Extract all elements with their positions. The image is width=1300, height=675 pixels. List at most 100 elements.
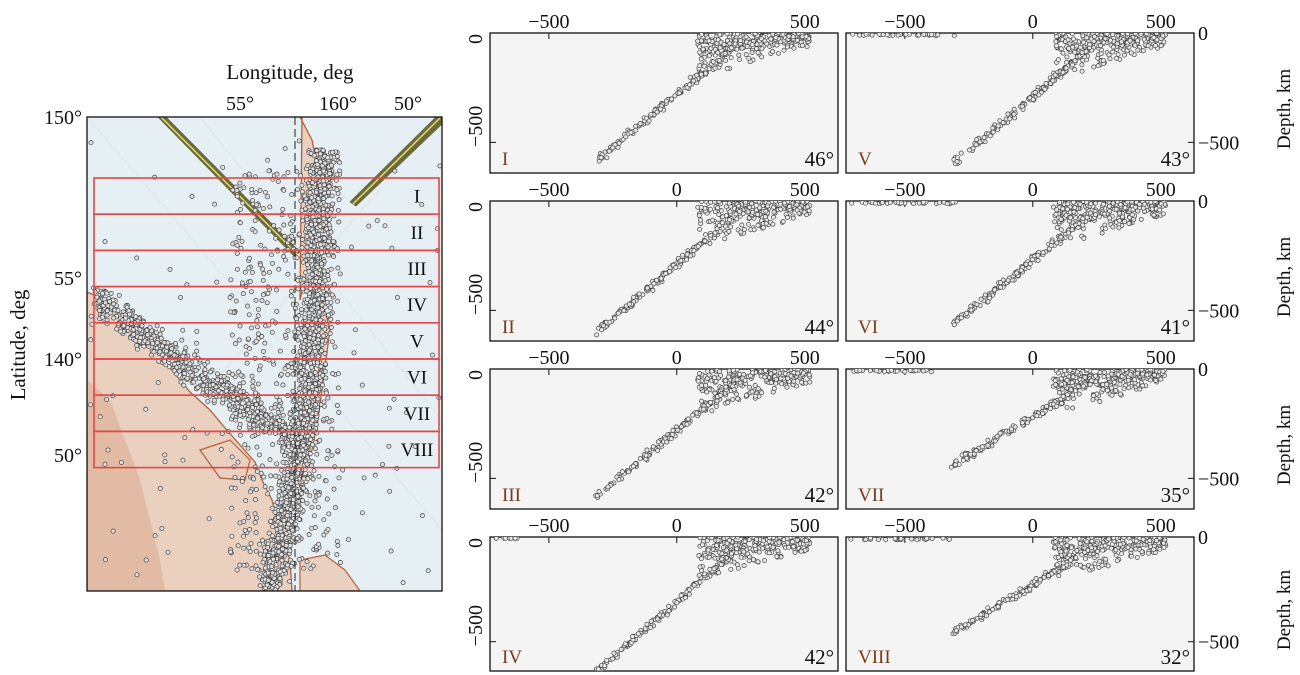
- section-event-dot: [1120, 33, 1126, 37]
- map-event-dot: [315, 196, 321, 202]
- map-event-dot: [321, 517, 327, 523]
- map-event-dot: [235, 396, 241, 401]
- section-event-dot: [724, 33, 730, 37]
- map-event-dot: [237, 432, 243, 438]
- section-event-dot: [1154, 33, 1160, 36]
- map-event-dot: [260, 292, 266, 298]
- section-event-dot: [706, 38, 712, 44]
- map-event-dot: [244, 360, 250, 366]
- map-event-dot: [305, 433, 311, 439]
- section-event-dot: [616, 477, 622, 483]
- map-event-dot: [301, 344, 307, 350]
- map-event-dot: [299, 189, 305, 195]
- section-event-dot: [710, 217, 715, 223]
- map-event-dot: [272, 404, 278, 410]
- map-event-dot: [187, 361, 193, 367]
- section-event-dot: [630, 463, 636, 469]
- panel-y-tick: 0: [465, 34, 487, 44]
- map-event-dot: [335, 385, 341, 391]
- section-event-dot: [794, 207, 800, 213]
- section-event-dot: [678, 424, 684, 430]
- section-event-dot: [698, 71, 704, 77]
- section-event-dot: [1054, 34, 1059, 39]
- section-event-dot: [733, 391, 739, 397]
- map-event-dot: [270, 550, 276, 556]
- map-event-dot: [325, 312, 331, 318]
- section-event-dot: [764, 41, 770, 47]
- section-event-dot: [743, 52, 749, 58]
- map-event-dot: [302, 388, 308, 394]
- map-event-dot: [257, 541, 263, 547]
- map-event-dot: [273, 473, 279, 479]
- section-event-dot: [987, 133, 993, 139]
- section-event-dot: [869, 33, 875, 38]
- section-event-dot: [884, 33, 890, 38]
- section-event-dot: [1080, 33, 1086, 39]
- map-event-dot: [324, 496, 330, 502]
- map-event-dot: [205, 359, 211, 365]
- map-event-dot: [244, 397, 250, 403]
- map-event-dot: [235, 543, 241, 549]
- map-event-dot: [234, 567, 240, 573]
- map-event-dot: [226, 402, 232, 408]
- section-event-dot: [1081, 39, 1087, 45]
- section-event-dot: [974, 137, 980, 142]
- map-event-dot: [282, 332, 288, 338]
- map-event-dot: [268, 473, 274, 479]
- map-event-dot: [211, 397, 217, 403]
- section-event-dot: [1084, 35, 1090, 41]
- section-event-dot: [721, 41, 727, 47]
- section-event-dot: [726, 217, 732, 223]
- section-event-dot: [512, 537, 518, 541]
- section-event-dot: [654, 277, 660, 283]
- section-event-dot: [743, 392, 749, 398]
- map-event-dot: [259, 537, 265, 543]
- map-event-dot: [324, 226, 329, 232]
- section-event-dot: [698, 556, 704, 562]
- section-event-dot: [599, 327, 605, 333]
- map-event-dot: [239, 238, 245, 244]
- map-event-dot: [297, 397, 303, 403]
- map-event-dot: [110, 528, 116, 534]
- map-event-dot: [180, 353, 186, 359]
- section-event-dot: [760, 545, 766, 551]
- map-event-dot: [296, 516, 302, 522]
- section-event-dot: [676, 90, 682, 96]
- section-event-dot: [717, 33, 723, 38]
- map-event-dot: [310, 476, 316, 482]
- section-event-dot: [751, 227, 757, 233]
- map-event-dot: [312, 498, 318, 504]
- map-event-dot: [263, 426, 269, 432]
- section-event-dot: [664, 439, 670, 445]
- section-event-dot: [749, 50, 755, 55]
- map-event-dot: [294, 255, 300, 261]
- map-event-dot: [282, 453, 288, 458]
- section-event-dot: [1124, 48, 1130, 54]
- map-left-tick: 55°: [54, 268, 82, 290]
- map-event-dot: [254, 318, 260, 323]
- section-event-dot: [752, 393, 758, 399]
- map-event-dot: [325, 550, 331, 556]
- map-event-dot: [259, 298, 265, 304]
- section-event-dot: [759, 36, 764, 42]
- map-event-dot: [189, 373, 195, 378]
- map-event-dot: [168, 350, 174, 356]
- section-event-dot: [700, 542, 705, 548]
- section-event-dot: [715, 537, 721, 543]
- map-event-dot: [335, 543, 341, 549]
- map-event-dot: [103, 557, 108, 563]
- map-event-dot: [359, 382, 365, 388]
- map-event-dot: [305, 476, 311, 482]
- section-event-dot: [798, 548, 804, 554]
- map-event-dot: [361, 475, 367, 481]
- section-event-dot: [655, 616, 661, 622]
- map-event-dot: [205, 398, 211, 404]
- map-event-dot: [308, 360, 314, 366]
- section-event-dot: [1132, 42, 1138, 48]
- map-event-dot: [234, 250, 240, 256]
- section-event-dot: [784, 44, 790, 50]
- section-event-dot: [598, 155, 604, 161]
- map-event-dot: [134, 343, 140, 348]
